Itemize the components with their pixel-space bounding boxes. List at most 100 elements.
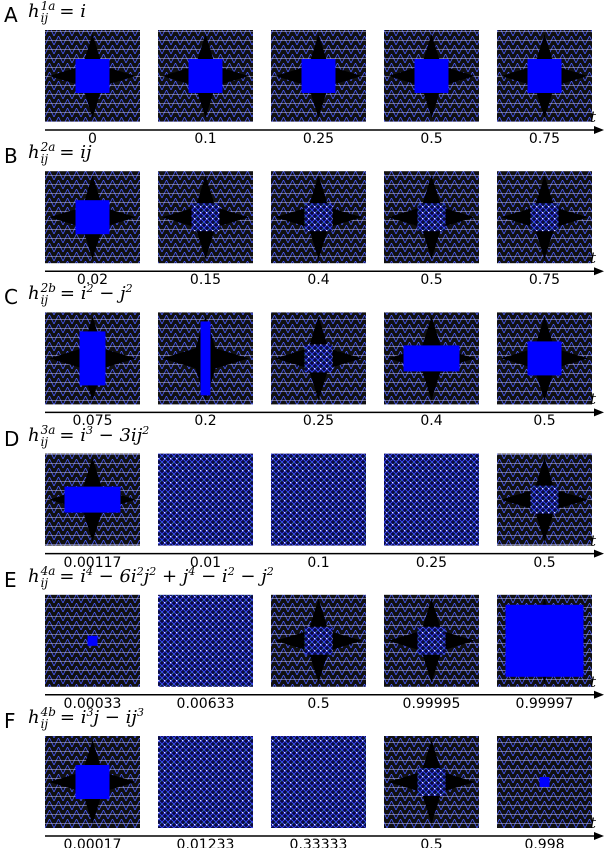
time-label: 0.99997: [515, 695, 574, 712]
thumbnail: [384, 30, 479, 122]
center-region: [505, 604, 584, 677]
thumbnail: [384, 594, 479, 687]
thumbnail: [497, 30, 592, 122]
formula-sup: 1a: [40, 0, 56, 13]
center-region: [304, 344, 333, 373]
formula-sub: ij: [40, 717, 49, 731]
time-label: 0.4: [420, 413, 443, 430]
formula-exponent: 2: [136, 564, 144, 578]
thumbnail: [45, 171, 140, 264]
formula-sub: ij: [40, 434, 49, 449]
formula-indices: 4b ij: [41, 706, 56, 730]
formula-exponent: 2: [125, 282, 133, 296]
thumbnail: [45, 594, 140, 687]
time-label: 0.2: [194, 413, 217, 430]
formula-base: h: [28, 283, 40, 305]
center-region: [417, 203, 446, 232]
panel-letter: C: [4, 285, 18, 310]
panel-letter: E: [4, 567, 17, 592]
thumbnail: [384, 312, 479, 405]
thumbnail: [158, 312, 253, 405]
formula-sub: ij: [40, 152, 49, 167]
center-region: [304, 203, 333, 232]
center-region: [79, 331, 106, 386]
center-region: [530, 485, 559, 514]
formula-sub: ij: [40, 293, 49, 308]
formula-term: − 6i: [92, 565, 137, 587]
thumbnail: [384, 736, 479, 828]
thumbnail: [384, 171, 479, 264]
formula-exponent: 4: [85, 564, 93, 578]
time-label: 0.00633: [176, 695, 235, 712]
formula-base: h: [28, 1, 40, 22]
formula-sup: 2b: [40, 281, 56, 296]
center-region: [527, 59, 562, 93]
time-label: 0.15: [189, 272, 222, 289]
center-region: [75, 765, 110, 799]
thumbnail: [271, 453, 366, 546]
time-axis-arrow: [594, 549, 604, 558]
thumbnail: [45, 312, 140, 405]
thumbnail: [271, 736, 366, 828]
time-label: 0.5: [420, 837, 443, 848]
formula-exponent: 2: [149, 564, 157, 578]
thumbnail: [158, 594, 253, 687]
thumbnail-bg: [158, 453, 253, 546]
time-label: 0.33333: [289, 837, 348, 848]
axis-label: t: [590, 390, 597, 409]
time-label: 0.5: [533, 413, 556, 430]
center-region: [527, 341, 562, 376]
time-label: 0.01233: [176, 837, 235, 848]
time-axis-arrow: [594, 832, 604, 840]
panel-letter: B: [4, 144, 18, 169]
formula-sup: 4b: [40, 705, 56, 719]
formula-term: = ij: [59, 142, 92, 164]
axis-label: t: [590, 108, 597, 126]
time-label: 0.00017: [63, 837, 122, 848]
formula-indices: 2a ij: [41, 141, 56, 165]
panel-letter: D: [4, 426, 20, 451]
time-axis-arrow: [594, 267, 604, 276]
thumbnail-bg: [271, 453, 366, 546]
center-region: [304, 626, 333, 655]
center-region: [75, 59, 110, 93]
thumbnail-bg: [271, 736, 366, 828]
thumbnail-bg: [158, 594, 253, 687]
thumbnail: [271, 594, 366, 687]
center-region: [530, 203, 559, 232]
time-label: 0.4: [307, 272, 330, 289]
formula: h 2b ij = i2 − j2: [28, 282, 133, 306]
formula-base: h: [28, 142, 40, 164]
time-label: 0.75: [528, 131, 561, 147]
center-region: [87, 635, 98, 646]
time-label: 0.02: [76, 272, 109, 289]
time-label: 0.75: [528, 272, 561, 289]
time-label: 0.01: [189, 554, 222, 571]
time-label: 0.25: [302, 131, 335, 147]
center-region: [417, 626, 446, 655]
time-axis-arrow: [594, 126, 604, 134]
formula-term: − 3ij: [92, 424, 143, 446]
formula-sub: ij: [40, 11, 49, 25]
time-label: 0.1: [194, 131, 217, 147]
thumbnail: [497, 312, 592, 405]
thumbnail: [45, 736, 140, 828]
formula-exponent: 4: [188, 564, 196, 578]
formula: h 4b ij = i3j − ij3: [28, 706, 144, 730]
center-region: [414, 59, 449, 93]
formula-term: − i: [195, 565, 228, 587]
formula-sup: 4a: [40, 563, 56, 578]
thumbnail: [497, 453, 592, 546]
center-region: [64, 486, 121, 513]
formula-indices: 4a ij: [41, 565, 56, 589]
center-region: [188, 59, 223, 93]
center-region: [301, 59, 336, 93]
formula-indices: 1a ij: [41, 0, 56, 24]
axis-label: t: [590, 531, 597, 550]
formula: h 2a ij = ij: [28, 141, 92, 165]
formula-indices: 3a ij: [41, 424, 56, 448]
time-label: 0: [88, 131, 97, 147]
time-label: 0.5: [307, 695, 330, 712]
time-label: 0.5: [420, 272, 443, 289]
